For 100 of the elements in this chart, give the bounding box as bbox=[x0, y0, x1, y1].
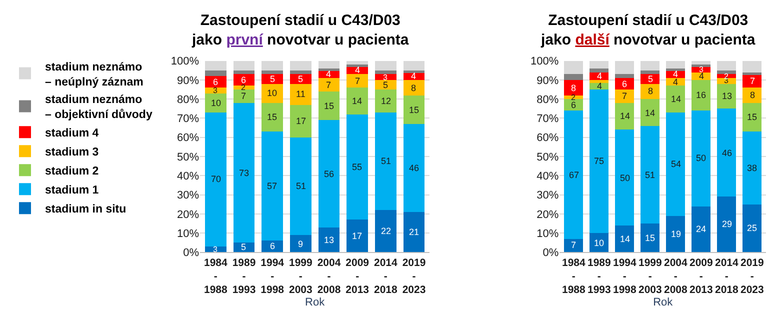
bar bbox=[205, 70, 226, 76]
data-label: 14 bbox=[671, 94, 682, 104]
data-label: 5 bbox=[241, 242, 246, 252]
data-label: 3 bbox=[383, 73, 388, 82]
data-label: 10 bbox=[594, 238, 604, 248]
bar bbox=[590, 68, 609, 72]
bar bbox=[692, 60, 711, 65]
data-label: 3 bbox=[213, 245, 218, 254]
data-label: 56 bbox=[324, 169, 334, 179]
y-tick-label: 10% bbox=[536, 228, 559, 240]
bar bbox=[666, 68, 686, 71]
y-tick-label: 100% bbox=[530, 56, 559, 68]
data-label: 7 bbox=[571, 240, 576, 250]
data-label: 7 bbox=[622, 91, 628, 101]
data-label: 4 bbox=[597, 71, 602, 81]
x-tick-label: 1984 - 1988 bbox=[204, 256, 228, 296]
bar bbox=[640, 126, 660, 224]
bar bbox=[640, 74, 660, 84]
bar bbox=[262, 132, 283, 241]
x-tick-label: 1999 - 2003 bbox=[638, 256, 662, 296]
data-label: 51 bbox=[645, 170, 656, 180]
bar bbox=[615, 78, 634, 90]
data-label: 21 bbox=[409, 227, 420, 237]
data-label: 73 bbox=[239, 168, 250, 178]
data-label: 4 bbox=[326, 69, 332, 79]
x-tick-label: 2014 - 2018 bbox=[374, 256, 398, 296]
legend-label: stadium 4 bbox=[45, 128, 100, 140]
data-label: 50 bbox=[696, 153, 706, 163]
data-label: 6 bbox=[213, 77, 218, 87]
data-label: 15 bbox=[747, 112, 758, 122]
data-label: 46 bbox=[722, 148, 732, 158]
data-label: 9 bbox=[298, 239, 304, 249]
chart-title: Zastoupení stadií u C43/D03 jako první novotvar u pacienta bbox=[191, 12, 410, 48]
data-label: 8 bbox=[648, 86, 654, 96]
bar bbox=[742, 204, 762, 252]
bar bbox=[615, 60, 634, 74]
data-label: 15 bbox=[324, 101, 334, 111]
bar bbox=[564, 74, 584, 80]
bar bbox=[640, 223, 660, 252]
data-label: 13 bbox=[722, 91, 732, 101]
legend-label: stadium 3 bbox=[45, 146, 99, 159]
bar bbox=[205, 112, 226, 246]
chart-title: Zastoupení stadií u C43/D03 jako další novotvar u pacienta bbox=[540, 12, 756, 48]
bar bbox=[666, 112, 686, 216]
data-label: 24 bbox=[696, 224, 706, 234]
bar bbox=[640, 70, 660, 74]
data-label: 6 bbox=[571, 100, 576, 110]
data-label: 4 bbox=[411, 71, 416, 81]
legend-label: stadium 2 bbox=[45, 166, 99, 178]
data-label: 12 bbox=[381, 96, 392, 106]
bar bbox=[262, 240, 283, 252]
bar bbox=[290, 137, 312, 235]
data-label: 67 bbox=[569, 170, 580, 180]
y-tick-label: 0% bbox=[183, 247, 200, 260]
data-label: 13 bbox=[324, 235, 334, 245]
x-tick-label: 1989 - 1993 bbox=[232, 256, 256, 296]
bar bbox=[375, 70, 396, 74]
x-tick-label: 2019 - 2023 bbox=[402, 256, 426, 296]
legend-label: stadium in situ bbox=[45, 204, 126, 216]
data-label: 5 bbox=[298, 74, 304, 84]
y-tick-label: 40% bbox=[177, 170, 200, 182]
y-tick-label: 20% bbox=[177, 208, 200, 221]
data-label: 8 bbox=[571, 83, 576, 93]
bar bbox=[205, 88, 226, 94]
bar bbox=[205, 76, 226, 88]
data-label: 14 bbox=[620, 111, 630, 121]
data-label: 46 bbox=[409, 163, 420, 173]
bar bbox=[262, 74, 283, 84]
bar bbox=[290, 60, 312, 70]
x-axis-title: Rok bbox=[653, 296, 674, 308]
x-tick-label: 2009 - 2013 bbox=[346, 256, 370, 296]
bar bbox=[375, 210, 396, 252]
y-tick-label: 10% bbox=[177, 228, 200, 240]
data-label: 6 bbox=[270, 241, 276, 251]
x-axis-title: Rok bbox=[305, 296, 326, 308]
bar bbox=[233, 102, 255, 243]
bar bbox=[742, 132, 762, 204]
y-tick-label: 50% bbox=[536, 151, 559, 164]
data-label: 55 bbox=[352, 162, 362, 172]
data-label: 5 bbox=[383, 80, 388, 90]
data-label: 50 bbox=[620, 173, 630, 183]
bar bbox=[290, 74, 312, 84]
bar bbox=[403, 80, 425, 96]
y-tick-label: 0% bbox=[542, 247, 559, 260]
x-tick-label: 2019 - 2023 bbox=[740, 256, 764, 296]
data-label: 5 bbox=[648, 74, 654, 84]
bar bbox=[290, 84, 312, 105]
bar bbox=[615, 130, 634, 226]
bar bbox=[564, 60, 584, 74]
data-label: 10 bbox=[211, 98, 222, 108]
data-label: 7 bbox=[326, 80, 332, 90]
bar bbox=[290, 234, 312, 252]
y-tick-label: 40% bbox=[536, 170, 559, 182]
bar bbox=[403, 60, 425, 70]
y-tick-label: 20% bbox=[536, 208, 559, 221]
bar bbox=[742, 72, 762, 75]
bar bbox=[615, 90, 634, 103]
bar bbox=[262, 60, 283, 70]
data-label: 6 bbox=[622, 79, 628, 89]
y-tick-label: 30% bbox=[536, 190, 559, 202]
